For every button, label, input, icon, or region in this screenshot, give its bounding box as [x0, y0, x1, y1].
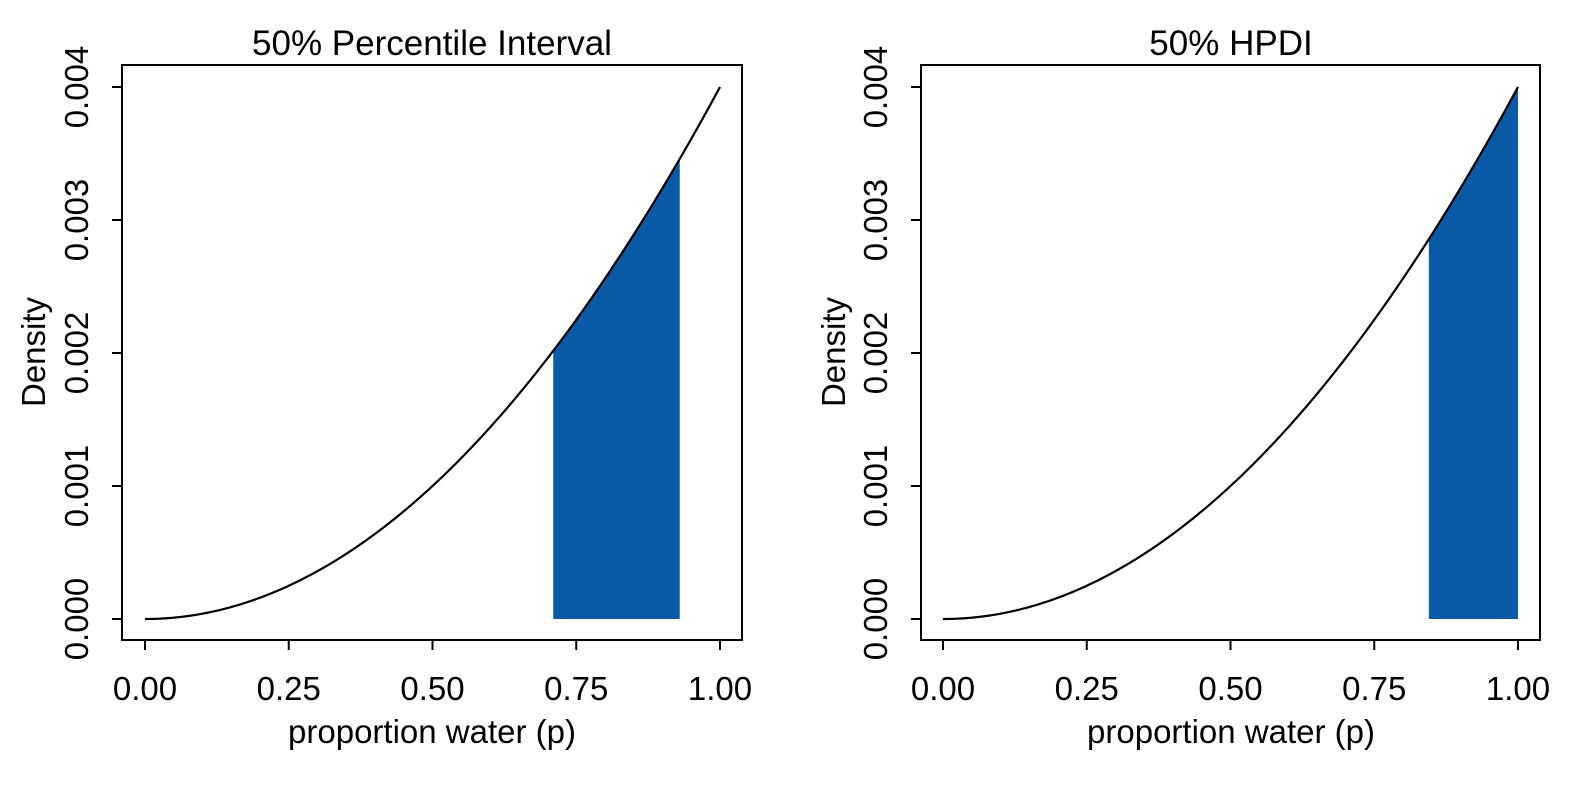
x-tick-label: 0.50	[1198, 670, 1262, 707]
density-curve	[942, 86, 1519, 621]
x-axis-label: proportion water (p)	[1087, 713, 1375, 750]
y-tick-label: 0.001	[857, 445, 894, 528]
y-tick-label: 0.002	[58, 312, 95, 395]
x-tick-label: 0.50	[400, 670, 464, 707]
shaded-interval	[553, 158, 680, 619]
x-tick-label: 0.25	[1055, 670, 1119, 707]
y-tick-label: 0.004	[58, 46, 95, 129]
chart-title: 50% HPDI	[1149, 24, 1312, 63]
y-tick-label: 0.000	[58, 578, 95, 661]
x-axis-label: proportion water (p)	[288, 713, 576, 750]
x-tick-label: 0.25	[257, 670, 321, 707]
density-curve	[144, 86, 721, 621]
x-tick-label: 1.00	[1486, 670, 1550, 707]
y-axis-label: Density	[15, 296, 52, 407]
x-tick-label: 0.00	[911, 670, 975, 707]
y-tick-label: 0.004	[857, 46, 894, 129]
x-tick-label: 0.75	[544, 670, 608, 707]
y-tick-label: 0.001	[58, 445, 95, 528]
x-tick-label: 0.00	[113, 670, 177, 707]
panel-hpdi: 0.00 0.25 0.50 0.75 1.00 0.000 0.001 0.002 0.003…	[815, 24, 1550, 750]
y-tick-label: 0.000	[857, 578, 894, 661]
y-axis-label: Density	[815, 296, 852, 407]
y-tick-label: 0.003	[58, 179, 95, 262]
y-tick-label: 0.003	[857, 179, 894, 262]
y-tick-label: 0.002	[857, 312, 894, 395]
panel-percentile-interval: 0.00 0.25 0.50 0.75 1.00 0.000 0.001 0.002 0.003…	[15, 24, 752, 750]
x-tick-label: 0.75	[1342, 670, 1406, 707]
chart-title: 50% Percentile Interval	[252, 24, 612, 63]
shaded-interval	[1428, 87, 1518, 619]
x-tick-label: 1.00	[688, 670, 752, 707]
